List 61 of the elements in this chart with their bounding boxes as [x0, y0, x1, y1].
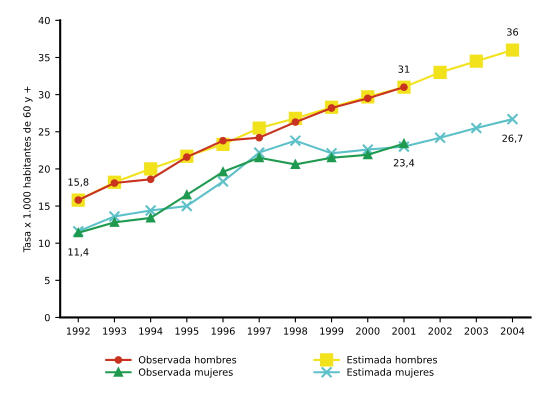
point	[254, 153, 264, 162]
point	[146, 175, 154, 184]
y-tick-label: 40	[38, 16, 50, 24]
annotation: 31	[398, 65, 410, 73]
legend-label: Estimada hombres	[348, 356, 438, 364]
y-tick-label: 25	[38, 128, 50, 136]
point	[110, 218, 119, 227]
x-tick-label: 2002	[428, 327, 452, 335]
point	[326, 147, 338, 160]
annotation: 11,4	[68, 248, 89, 257]
point	[470, 122, 482, 134]
x-tick-label: 1997	[248, 327, 271, 335]
annotation: 23,4	[394, 159, 414, 168]
point	[144, 162, 158, 176]
point	[363, 150, 372, 160]
point	[470, 54, 483, 68]
point	[289, 134, 302, 147]
legend-label: Estimada mujeres	[348, 368, 434, 378]
y-tick-label: 15	[39, 202, 50, 210]
point	[108, 210, 120, 222]
point	[506, 113, 518, 126]
point	[506, 43, 520, 57]
annotation: 36	[507, 28, 518, 36]
point	[362, 144, 374, 156]
point	[398, 140, 410, 153]
x-tick-label: 1992	[66, 327, 90, 335]
point	[218, 167, 228, 176]
legend-label: Observada hombres	[138, 356, 236, 364]
annotation: 26,7	[502, 134, 522, 143]
point	[74, 228, 83, 238]
point	[327, 153, 336, 162]
y-tick-label: 30	[38, 91, 50, 98]
point	[434, 66, 447, 79]
y-tick-label: 20	[38, 165, 50, 173]
y-tick-label: 0	[44, 314, 50, 322]
point	[434, 132, 446, 144]
x-tick-label: 1993	[103, 327, 126, 335]
y-tick-label: 35	[38, 54, 50, 62]
point	[252, 121, 266, 135]
y-axis-title: Tasa x 1.000 habitantes de 60 y +	[23, 86, 33, 252]
point	[146, 213, 156, 222]
x-tick-label: 1995	[176, 327, 198, 335]
point	[144, 204, 157, 216]
point	[253, 146, 266, 158]
x-tick-label: 1998	[284, 327, 308, 335]
x-tick-label: 2001	[392, 327, 416, 335]
x-tick-label: 1996	[212, 327, 235, 335]
x-tick-label: 2000	[356, 327, 380, 335]
x-tick-label: 2004	[500, 327, 524, 335]
y-tick-label: 5	[45, 276, 50, 284]
annotation: 15,8	[68, 178, 88, 187]
x-tick-label: 1999	[320, 327, 344, 335]
point	[255, 134, 264, 142]
point	[290, 160, 300, 169]
y-tick-label: 10	[39, 240, 50, 248]
point	[217, 176, 229, 188]
point	[180, 200, 193, 212]
x-tick-label: 2003	[464, 327, 488, 335]
legend-label: Observada mujeres	[138, 368, 233, 378]
point	[182, 190, 192, 200]
x-tick-label: 1994	[139, 327, 162, 335]
